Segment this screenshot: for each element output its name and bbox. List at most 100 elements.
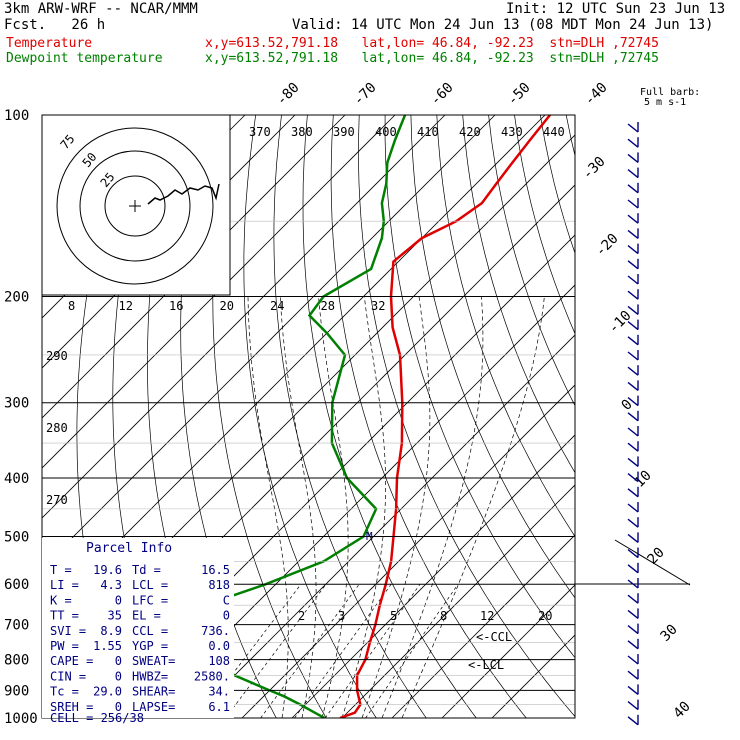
moist-adiabat-line <box>341 296 386 718</box>
pressure-label-800: 800 <box>4 653 29 669</box>
mixing-ratio-label-upper: 20 <box>220 299 234 313</box>
wind-barb <box>627 366 639 376</box>
valid-time: Valid: 14 UTC Mon 24 Jun 13 (08 MDT Mon … <box>292 17 714 33</box>
parcel-label: CAPE = <box>50 654 93 668</box>
wind-barb <box>627 685 639 695</box>
isotherm-label-top: -40 <box>582 80 611 109</box>
isotherm-line <box>191 334 575 718</box>
isotherm-line <box>491 634 575 718</box>
wind-barb <box>627 442 639 452</box>
wind-barb <box>627 412 639 422</box>
mixing-ratio-label-lower: 8 <box>440 609 447 623</box>
wind-barb <box>627 397 639 407</box>
mixing-ratio-label-lower: 20 <box>538 609 552 623</box>
parcel-label: SVI = <box>50 624 86 638</box>
wind-barb <box>627 138 639 148</box>
parcel-label: EL = <box>132 609 161 623</box>
parcel-label: CIN = <box>50 669 86 683</box>
dry-adiabat-line <box>514 115 575 335</box>
wind-barb <box>627 245 639 255</box>
parcel-label: Td = <box>132 563 161 577</box>
dry-adiabat-line <box>384 115 575 659</box>
parcel-value: 0 <box>115 700 122 714</box>
parcel-label: LCL = <box>132 578 168 592</box>
parcel-value: 19.6 <box>93 563 122 577</box>
wind-barb <box>627 153 639 163</box>
parcel-value: 736. <box>201 624 230 638</box>
isotherm-label-right: 30 <box>658 622 681 645</box>
parcel-label: HWBZ= <box>132 669 168 683</box>
hodograph-ring <box>56 127 214 285</box>
pressure-label-200: 200 <box>4 290 29 306</box>
parcel-label: Tc = <box>50 685 79 699</box>
isotherm-line <box>441 584 575 718</box>
parcel-value: 4.3 <box>100 578 122 592</box>
parcel-value: 6.1 <box>208 700 230 714</box>
parcel-value: 0 <box>223 609 230 623</box>
parcel-value: 1.55 <box>93 639 122 653</box>
wind-barb <box>627 655 639 665</box>
parcel-value: 29.0 <box>93 685 122 699</box>
mixing-ratio-line <box>198 584 302 718</box>
pressure-label-100: 100 <box>4 108 29 124</box>
parcel-cell: CELL = 256/38 <box>50 711 144 725</box>
isotherm-line <box>391 534 575 718</box>
parcel-value: 8.9 <box>100 624 122 638</box>
theta-label-left: 290 <box>46 349 68 363</box>
parcel-label: YGP = <box>132 639 168 653</box>
mixing-ratio-label-upper: 32 <box>371 299 385 313</box>
hodograph-trace <box>147 183 220 205</box>
parcel-label: SHEAR= <box>132 685 175 699</box>
wind-barb <box>627 214 639 224</box>
parcel-label: CCL = <box>132 624 168 638</box>
pressure-label-500: 500 <box>4 529 29 545</box>
moist-adiabat-line <box>401 296 545 718</box>
wind-barb <box>627 594 639 604</box>
dry-adiabat-line <box>565 115 575 158</box>
parcel-value: 108 <box>208 654 230 668</box>
isotherm-label-right: -20 <box>593 231 622 260</box>
mixing-ratio-label-lower: 2 <box>298 609 305 623</box>
parcel-value: 0 <box>115 654 122 668</box>
wind-barb <box>627 184 639 194</box>
moist-adiabat-line <box>279 296 317 718</box>
dry-adiabat-line <box>488 115 575 407</box>
hodograph <box>41 114 231 296</box>
parcel-value: 0 <box>115 669 122 683</box>
wind-barb <box>627 427 639 437</box>
ccl-marker: <-CCL <box>476 630 512 644</box>
wind-barb <box>627 564 639 574</box>
moist-adiabat-line <box>247 296 289 718</box>
parcel-value: 818 <box>208 578 230 592</box>
wind-barb <box>627 199 639 209</box>
mixing-ratio-label-lower: 5 <box>390 609 397 623</box>
wind-barb <box>627 381 639 391</box>
isotherm-label-right: 40 <box>671 699 694 722</box>
wind-barb <box>627 290 639 300</box>
temperature-location: x,y=613.52,791.18 lat,lon= 46.84, -92.23… <box>205 36 659 51</box>
wind-barb <box>627 305 639 315</box>
isotherm-label-top: -70 <box>351 80 380 109</box>
wind-barb <box>627 351 639 361</box>
mixing-ratio-line <box>324 584 421 718</box>
wind-barb <box>627 549 639 559</box>
theta-label-top: 440 <box>543 125 565 139</box>
isotherm-label-top: -50 <box>505 80 534 109</box>
pressure-label-700: 700 <box>4 618 29 634</box>
temperature-legend: Temperature <box>6 36 93 51</box>
wind-barb <box>627 609 639 619</box>
mixing-ratio-label-upper: 12 <box>119 299 133 313</box>
wind-barb <box>627 473 639 483</box>
pressure-label-300: 300 <box>4 396 29 412</box>
wind-barb <box>627 533 639 543</box>
parcel-value: 34. <box>208 685 230 699</box>
parcel-value: 16.5 <box>201 563 230 577</box>
theta-label-top: 400 <box>375 125 397 139</box>
hodograph-frame <box>41 114 231 296</box>
panel-edge <box>614 539 691 586</box>
theta-label-top: 410 <box>417 125 439 139</box>
mixing-ratio-label-upper: 28 <box>321 299 335 313</box>
parcel-value: C <box>223 593 230 607</box>
